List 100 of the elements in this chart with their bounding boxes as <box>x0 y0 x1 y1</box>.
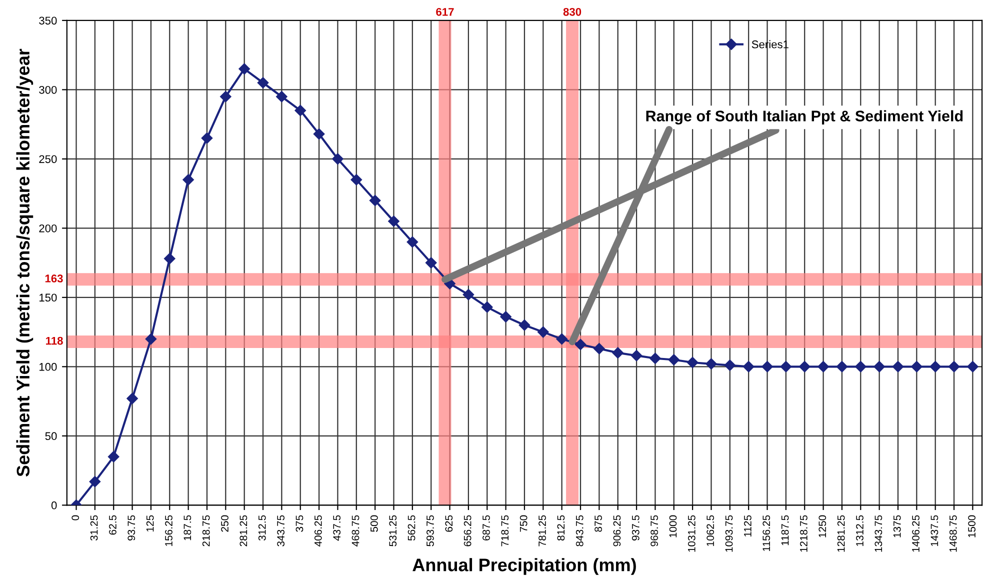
x-tick-label: 562.5 <box>408 515 416 541</box>
x-tick-label: 1500 <box>968 515 976 538</box>
x-tick-label: 312.5 <box>258 515 266 541</box>
x-tick-label: 625 <box>445 515 453 532</box>
x-tick-label: 1468.75 <box>949 515 957 552</box>
x-tick-label: 1343.75 <box>874 515 882 552</box>
x-tick-label: 812.5 <box>557 515 565 540</box>
x-tick-label: 31.25 <box>90 515 98 541</box>
point <box>818 361 829 372</box>
x-tick-label: 875 <box>594 515 602 532</box>
point <box>350 174 362 186</box>
point <box>108 451 120 462</box>
y-tick-label: 250 <box>39 155 57 164</box>
x-tick-label: 187.5 <box>184 515 192 540</box>
point <box>145 333 157 345</box>
x-tick-label: 1125 <box>744 515 752 536</box>
point <box>369 194 381 206</box>
point <box>294 104 306 116</box>
x-tick-label: 406.25 <box>314 515 322 546</box>
point <box>89 476 101 488</box>
x-tick-label: 1000 <box>669 515 677 538</box>
point <box>482 302 493 313</box>
ref-line-label: 617 <box>436 8 454 16</box>
x-tick-label: 1156.25 <box>762 515 770 551</box>
point <box>930 361 941 372</box>
point <box>313 128 325 140</box>
x-tick-label: 656.25 <box>464 515 472 546</box>
x-tick-label: 937.5 <box>632 515 640 540</box>
x-tick-label: 687.5 <box>482 515 490 540</box>
point <box>686 356 698 368</box>
point <box>388 216 400 227</box>
ref-line-label: 163 <box>45 274 63 282</box>
x-tick-label: 343.75 <box>277 515 284 546</box>
y-tick-label: 50 <box>45 432 57 440</box>
x-tick-label: 906.25 <box>613 515 621 546</box>
point <box>276 91 288 102</box>
ref-line-label: 118 <box>46 336 63 345</box>
x-tick-label: 968.75 <box>650 515 658 546</box>
point <box>967 361 978 372</box>
point <box>500 311 512 322</box>
point <box>724 360 736 371</box>
y-tick-label: 200 <box>39 224 57 232</box>
annotation: Range of South Italian Ppt & Sediment Yield <box>646 110 963 125</box>
x-tick-label: 1250 <box>818 515 826 538</box>
x-tick-label: 1031.25 <box>688 515 696 552</box>
x-tick-label: 843.75 <box>576 515 584 546</box>
y-axis-title: Sediment Yield (metric tons/square kilometer/year <box>16 48 34 477</box>
point <box>462 289 474 300</box>
point <box>892 361 904 372</box>
point <box>836 361 848 372</box>
point <box>425 257 437 268</box>
x-tick-label: 718.75 <box>501 515 509 546</box>
x-tick-label: 1281.25 <box>837 515 845 552</box>
point <box>612 347 624 358</box>
point <box>911 361 922 372</box>
y-tick-label: 300 <box>39 86 57 94</box>
point <box>406 236 418 248</box>
point <box>762 361 773 372</box>
x-tick-label: 281.25 <box>240 515 248 546</box>
y-tick-label: 150 <box>40 294 57 302</box>
point <box>332 153 344 165</box>
point <box>574 338 586 350</box>
x-tick-label: 1187.5 <box>781 515 789 546</box>
point <box>650 352 661 364</box>
point <box>220 91 232 102</box>
point <box>780 361 792 372</box>
x-tick-label: 250 <box>221 515 228 532</box>
x-axis-title: Annual Precipitation (mm) <box>412 558 636 575</box>
point <box>799 361 810 372</box>
x-tick-label: 125 <box>146 515 154 532</box>
y-tick-label: 100 <box>40 362 57 371</box>
x-tick-label: 1093.75 <box>725 515 733 552</box>
x-tick-label: 62.5 <box>109 515 116 535</box>
x-tick-label: 1312.5 <box>856 515 864 546</box>
point <box>201 132 213 144</box>
x-tick-label: 1062.5 <box>706 515 714 546</box>
x-tick-label: 781.25 <box>538 515 546 546</box>
point <box>668 354 680 366</box>
point <box>556 333 568 345</box>
x-tick-label: 500 <box>370 515 378 532</box>
x-tick-label: 1218.75 <box>800 515 808 552</box>
point <box>742 361 754 372</box>
x-tick-label: 0 <box>72 515 80 520</box>
ref-line-label: 830 <box>563 8 582 16</box>
x-tick-label: 593.75 <box>426 515 434 546</box>
y-tick-label: 350 <box>39 16 57 25</box>
x-tick-label: 1375 <box>893 515 901 538</box>
point <box>630 350 642 362</box>
point <box>855 361 866 372</box>
point <box>238 63 250 75</box>
x-tick-label: 1406.25 <box>912 515 920 552</box>
x-tick-label: 93.75 <box>128 515 136 540</box>
x-tick-label: 437.5 <box>333 515 341 541</box>
point <box>164 253 176 264</box>
x-tick-label: 750 <box>520 515 528 532</box>
point <box>594 343 605 354</box>
x-tick-label: 218.75 <box>202 515 210 546</box>
point <box>126 392 138 404</box>
x-tick-label: 156.25 <box>165 515 172 546</box>
point <box>706 358 717 370</box>
